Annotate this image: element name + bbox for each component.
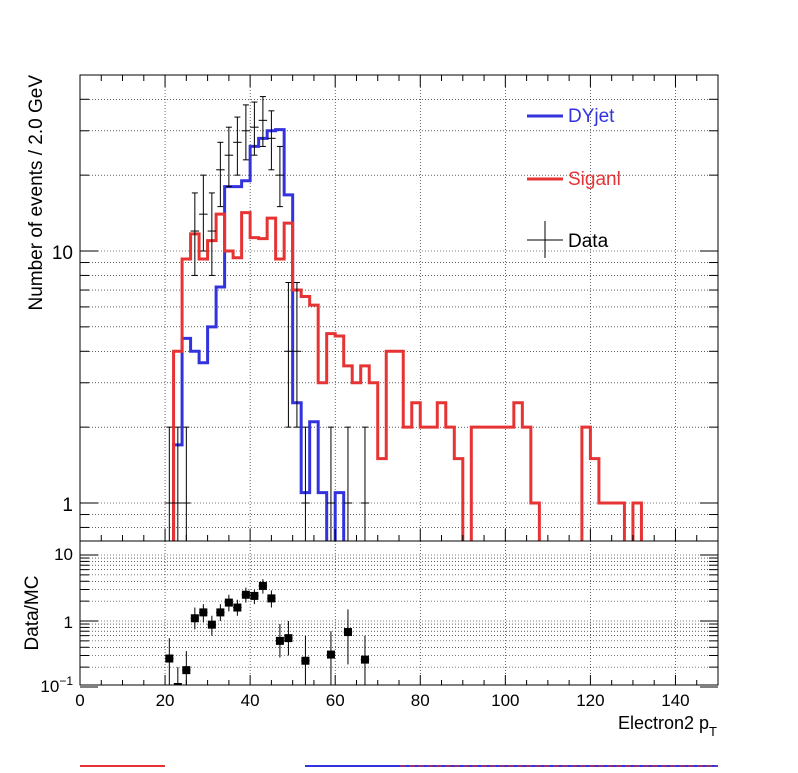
main-y-tick-label-10: 10 [52, 243, 73, 264]
main-frame [79, 74, 719, 542]
ratio-marker [258, 581, 267, 590]
ratio-marker [284, 634, 293, 643]
ratio-x-tick-label: 40 [241, 691, 260, 710]
ratio-y-tick-label-10: 10 [54, 545, 73, 564]
ratio-marker [301, 656, 310, 665]
main-data-points [165, 96, 370, 541]
ratio-marker [165, 654, 174, 663]
legend-siganl-label: Siganl [568, 169, 621, 190]
ratio-x-tick-label: 140 [661, 691, 689, 710]
ratio-marker [233, 603, 242, 612]
ratio-marker [326, 650, 335, 659]
ratio-marker [216, 608, 225, 617]
legend-data-label: Data [568, 231, 609, 252]
ratio-marker [173, 683, 182, 685]
main-gridlines [80, 75, 718, 541]
ratio-marker [360, 655, 369, 664]
series-dyjet-histogram [172, 128, 346, 541]
ratio-data-points [165, 579, 370, 685]
main-panel: 1 10 Number of events / 2.0 GeV [26, 74, 719, 542]
legend: DYjet Siganl Data [527, 106, 621, 258]
ratio-x-tick-labels: 0 20 40 60 80 100 120 140 [75, 691, 689, 710]
ratio-panel: 10 1 10−1 Data/MC 0 20 40 60 80 100 120 140 Ele… [22, 540, 719, 739]
ratio-marker [207, 620, 216, 629]
ratio-frame [79, 540, 719, 686]
ratio-marker [343, 628, 352, 637]
ratio-marker [275, 636, 284, 645]
ratio-y-axis-label: Data/MC [22, 576, 43, 651]
ratio-axis-ticks [79, 554, 719, 688]
ratio-x-tick-label: 0 [75, 691, 84, 710]
ratio-marker [224, 598, 233, 607]
ratio-marker [267, 594, 276, 603]
legend-dyjet-label: DYjet [568, 106, 615, 127]
ratio-x-tick-label: 60 [326, 691, 345, 710]
ratio-x-tick-label: 20 [156, 691, 175, 710]
ratio-x-tick-label: 120 [576, 691, 604, 710]
ratio-marker [241, 590, 250, 599]
series-siganl-histogram [172, 211, 643, 541]
main-y-axis-label: Number of events / 2.0 GeV [26, 75, 47, 311]
ratio-marker [250, 591, 259, 600]
ratio-x-tick-label: 80 [411, 691, 430, 710]
ratio-marker [182, 666, 191, 675]
ratio-gridlines [80, 541, 718, 685]
main-y-tick-label-1: 1 [62, 495, 73, 516]
ratio-x-axis-label: Electron2 pT [618, 713, 717, 739]
main-axis-ticks [79, 75, 719, 541]
ratio-marker [190, 614, 199, 623]
ratio-marker [199, 608, 208, 617]
ratio-x-tick-label: 100 [491, 691, 519, 710]
main-series-layer [172, 128, 643, 541]
ratio-y-tick-label-0p1: 10−1 [40, 674, 73, 696]
ratio-y-tick-label-1: 1 [64, 613, 73, 632]
